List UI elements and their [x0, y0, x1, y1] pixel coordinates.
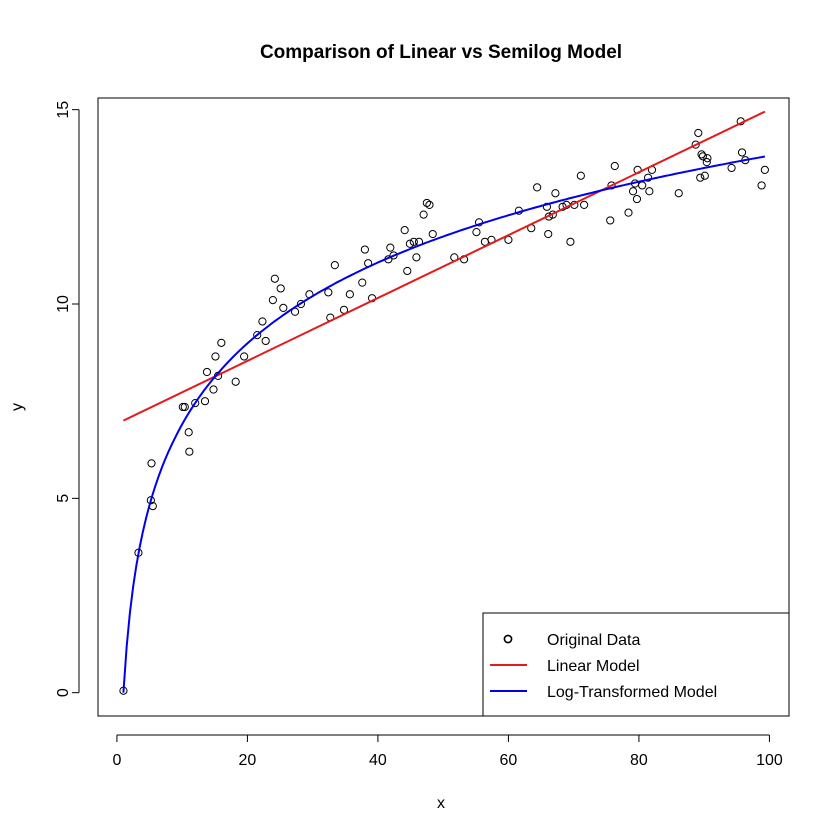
data-point — [697, 150, 706, 159]
data-point — [240, 352, 249, 361]
data-point — [386, 243, 395, 252]
data-point — [180, 402, 189, 412]
data-point — [405, 239, 414, 248]
data-point — [628, 187, 638, 196]
x-tick-label: 0 — [112, 752, 121, 769]
data-point — [624, 208, 633, 217]
data-point — [576, 171, 585, 180]
data-point — [389, 251, 398, 260]
data-point — [674, 189, 683, 198]
data-point — [419, 210, 428, 219]
data-point — [276, 284, 285, 293]
data-point — [191, 399, 200, 408]
data-point — [330, 261, 339, 270]
data-point — [727, 163, 736, 173]
y-tick-label: 10 — [55, 295, 72, 313]
legend-symbol-points — [503, 634, 513, 644]
y-tick-label: 0 — [55, 688, 72, 697]
data-point — [279, 303, 288, 312]
data-point — [200, 397, 210, 406]
data-point — [645, 187, 654, 196]
data-point — [702, 158, 711, 167]
data-point — [261, 336, 270, 346]
data-point — [542, 202, 552, 211]
y-axis-label: y — [9, 403, 26, 411]
data-point — [409, 237, 418, 246]
y-tick-label: 5 — [55, 494, 72, 503]
data-point — [270, 274, 279, 283]
data-point — [217, 338, 226, 347]
x-tick-label: 100 — [756, 752, 783, 769]
data-point — [533, 183, 542, 192]
data-point — [412, 253, 421, 262]
data-point — [610, 161, 619, 171]
data-point — [400, 226, 409, 235]
data-point — [551, 189, 560, 198]
plot-area — [119, 110, 769, 695]
data-point — [403, 266, 412, 276]
data-point — [202, 367, 212, 377]
data-point — [757, 181, 766, 190]
data-point — [696, 173, 705, 182]
data-point — [643, 173, 653, 182]
legend: Original Data Linear Model Log-Transform… — [482, 612, 790, 717]
data-point — [184, 428, 193, 437]
data-point — [231, 377, 240, 386]
data-point — [258, 317, 267, 326]
data-point — [268, 296, 277, 305]
data-point — [760, 165, 769, 175]
data-point — [606, 216, 615, 225]
data-point — [544, 229, 553, 239]
plot-frame — [97, 97, 790, 717]
data-point — [694, 128, 703, 138]
data-point — [504, 235, 513, 244]
data-point — [324, 288, 333, 297]
data-point — [296, 299, 306, 309]
linear-model-line — [122, 110, 766, 422]
data-point — [422, 198, 431, 208]
data-point — [425, 200, 434, 209]
y-tick-label: 15 — [55, 101, 72, 119]
data-point — [698, 152, 707, 161]
legend-box — [482, 612, 790, 717]
x-tick-label: 80 — [630, 752, 648, 769]
data-point — [700, 171, 709, 180]
log-model-curve — [122, 155, 766, 693]
data-point — [209, 385, 218, 394]
data-point — [472, 227, 481, 237]
data-point — [358, 278, 367, 287]
data-point — [428, 229, 437, 239]
legend-label-original-data: Original Data — [547, 632, 640, 649]
data-point — [632, 194, 642, 204]
data-point — [253, 330, 262, 340]
x-tick-label: 60 — [500, 752, 518, 769]
x-tick-label: 20 — [239, 752, 257, 769]
data-point — [703, 154, 712, 163]
x-tick-label: 40 — [369, 752, 387, 769]
legend-label-linear-model: Linear Model — [547, 658, 640, 675]
axes: 0 20 40 60 80 100 0 5 10 15 — [55, 101, 783, 769]
x-axis-label: x — [437, 795, 445, 812]
data-point — [580, 200, 589, 209]
chart-title: Comparison of Linear vs Semilog Model — [260, 42, 622, 63]
data-point — [147, 459, 156, 468]
data-point — [607, 181, 616, 190]
legend-label-log-model: Log-Transformed Model — [547, 684, 717, 701]
data-point — [691, 140, 700, 149]
data-point — [737, 148, 747, 157]
data-point — [211, 352, 220, 361]
data-point — [360, 245, 369, 254]
data-point — [345, 290, 354, 299]
data-point — [185, 447, 194, 456]
data-point — [566, 237, 575, 246]
